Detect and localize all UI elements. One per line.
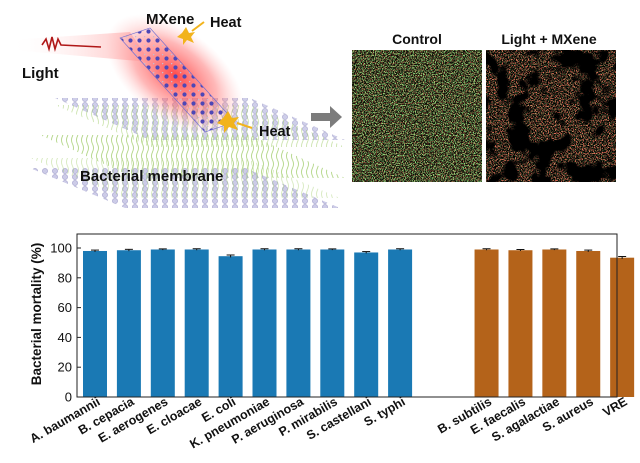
bar	[610, 257, 635, 397]
bars	[83, 248, 635, 397]
category-label: VRE	[600, 394, 629, 419]
light-label: Light	[22, 65, 59, 82]
treated-micrograph	[486, 50, 616, 182]
micrographs: Control Light + MXene	[352, 31, 616, 182]
heat-burst-icon	[217, 111, 253, 133]
y-tick-label: 60	[58, 300, 72, 315]
bar	[286, 249, 311, 397]
bar	[320, 249, 345, 397]
y-axis-ticks: 0 20 40 60 80 100	[50, 241, 81, 405]
mxene-label: MXene	[146, 11, 194, 28]
bar	[116, 250, 141, 397]
treated-label: Light + MXene	[501, 31, 597, 47]
y-tick-label: 80	[58, 270, 72, 285]
heat-label-top: Heat	[210, 15, 242, 31]
y-tick-label: 40	[58, 330, 72, 345]
bar	[542, 249, 567, 397]
bar	[508, 250, 533, 397]
light-wave-icon	[41, 36, 102, 53]
heat-burst-icon	[177, 21, 205, 45]
mxene-sheet	[119, 27, 236, 133]
bar	[150, 249, 175, 397]
bar	[576, 250, 601, 397]
y-axis-label: Bacterial mortality (%)	[29, 243, 44, 386]
y-tick-label: 0	[65, 390, 72, 405]
heat-label-right: Heat	[259, 124, 291, 140]
bar	[354, 252, 379, 397]
bar	[252, 249, 277, 397]
control-micrograph	[352, 50, 482, 182]
bar	[474, 249, 499, 397]
arrow-right-icon	[311, 106, 342, 128]
membrane-label: Bacterial membrane	[80, 168, 223, 185]
bar	[388, 249, 413, 397]
mxene-schematic: MXene Heat Heat Light Bacterial membrane	[10, 11, 345, 208]
bar	[218, 256, 243, 397]
bar	[83, 250, 107, 397]
plot-frame	[76, 233, 618, 398]
control-label: Control	[392, 31, 442, 47]
y-tick-label: 20	[58, 360, 72, 375]
bar	[184, 249, 209, 397]
mortality-bar-chart: Bacterial mortality (%) 0 20 40 60 80 100 A. …	[28, 233, 635, 451]
y-tick-label: 100	[50, 241, 72, 256]
membrane-illustration	[30, 98, 345, 208]
